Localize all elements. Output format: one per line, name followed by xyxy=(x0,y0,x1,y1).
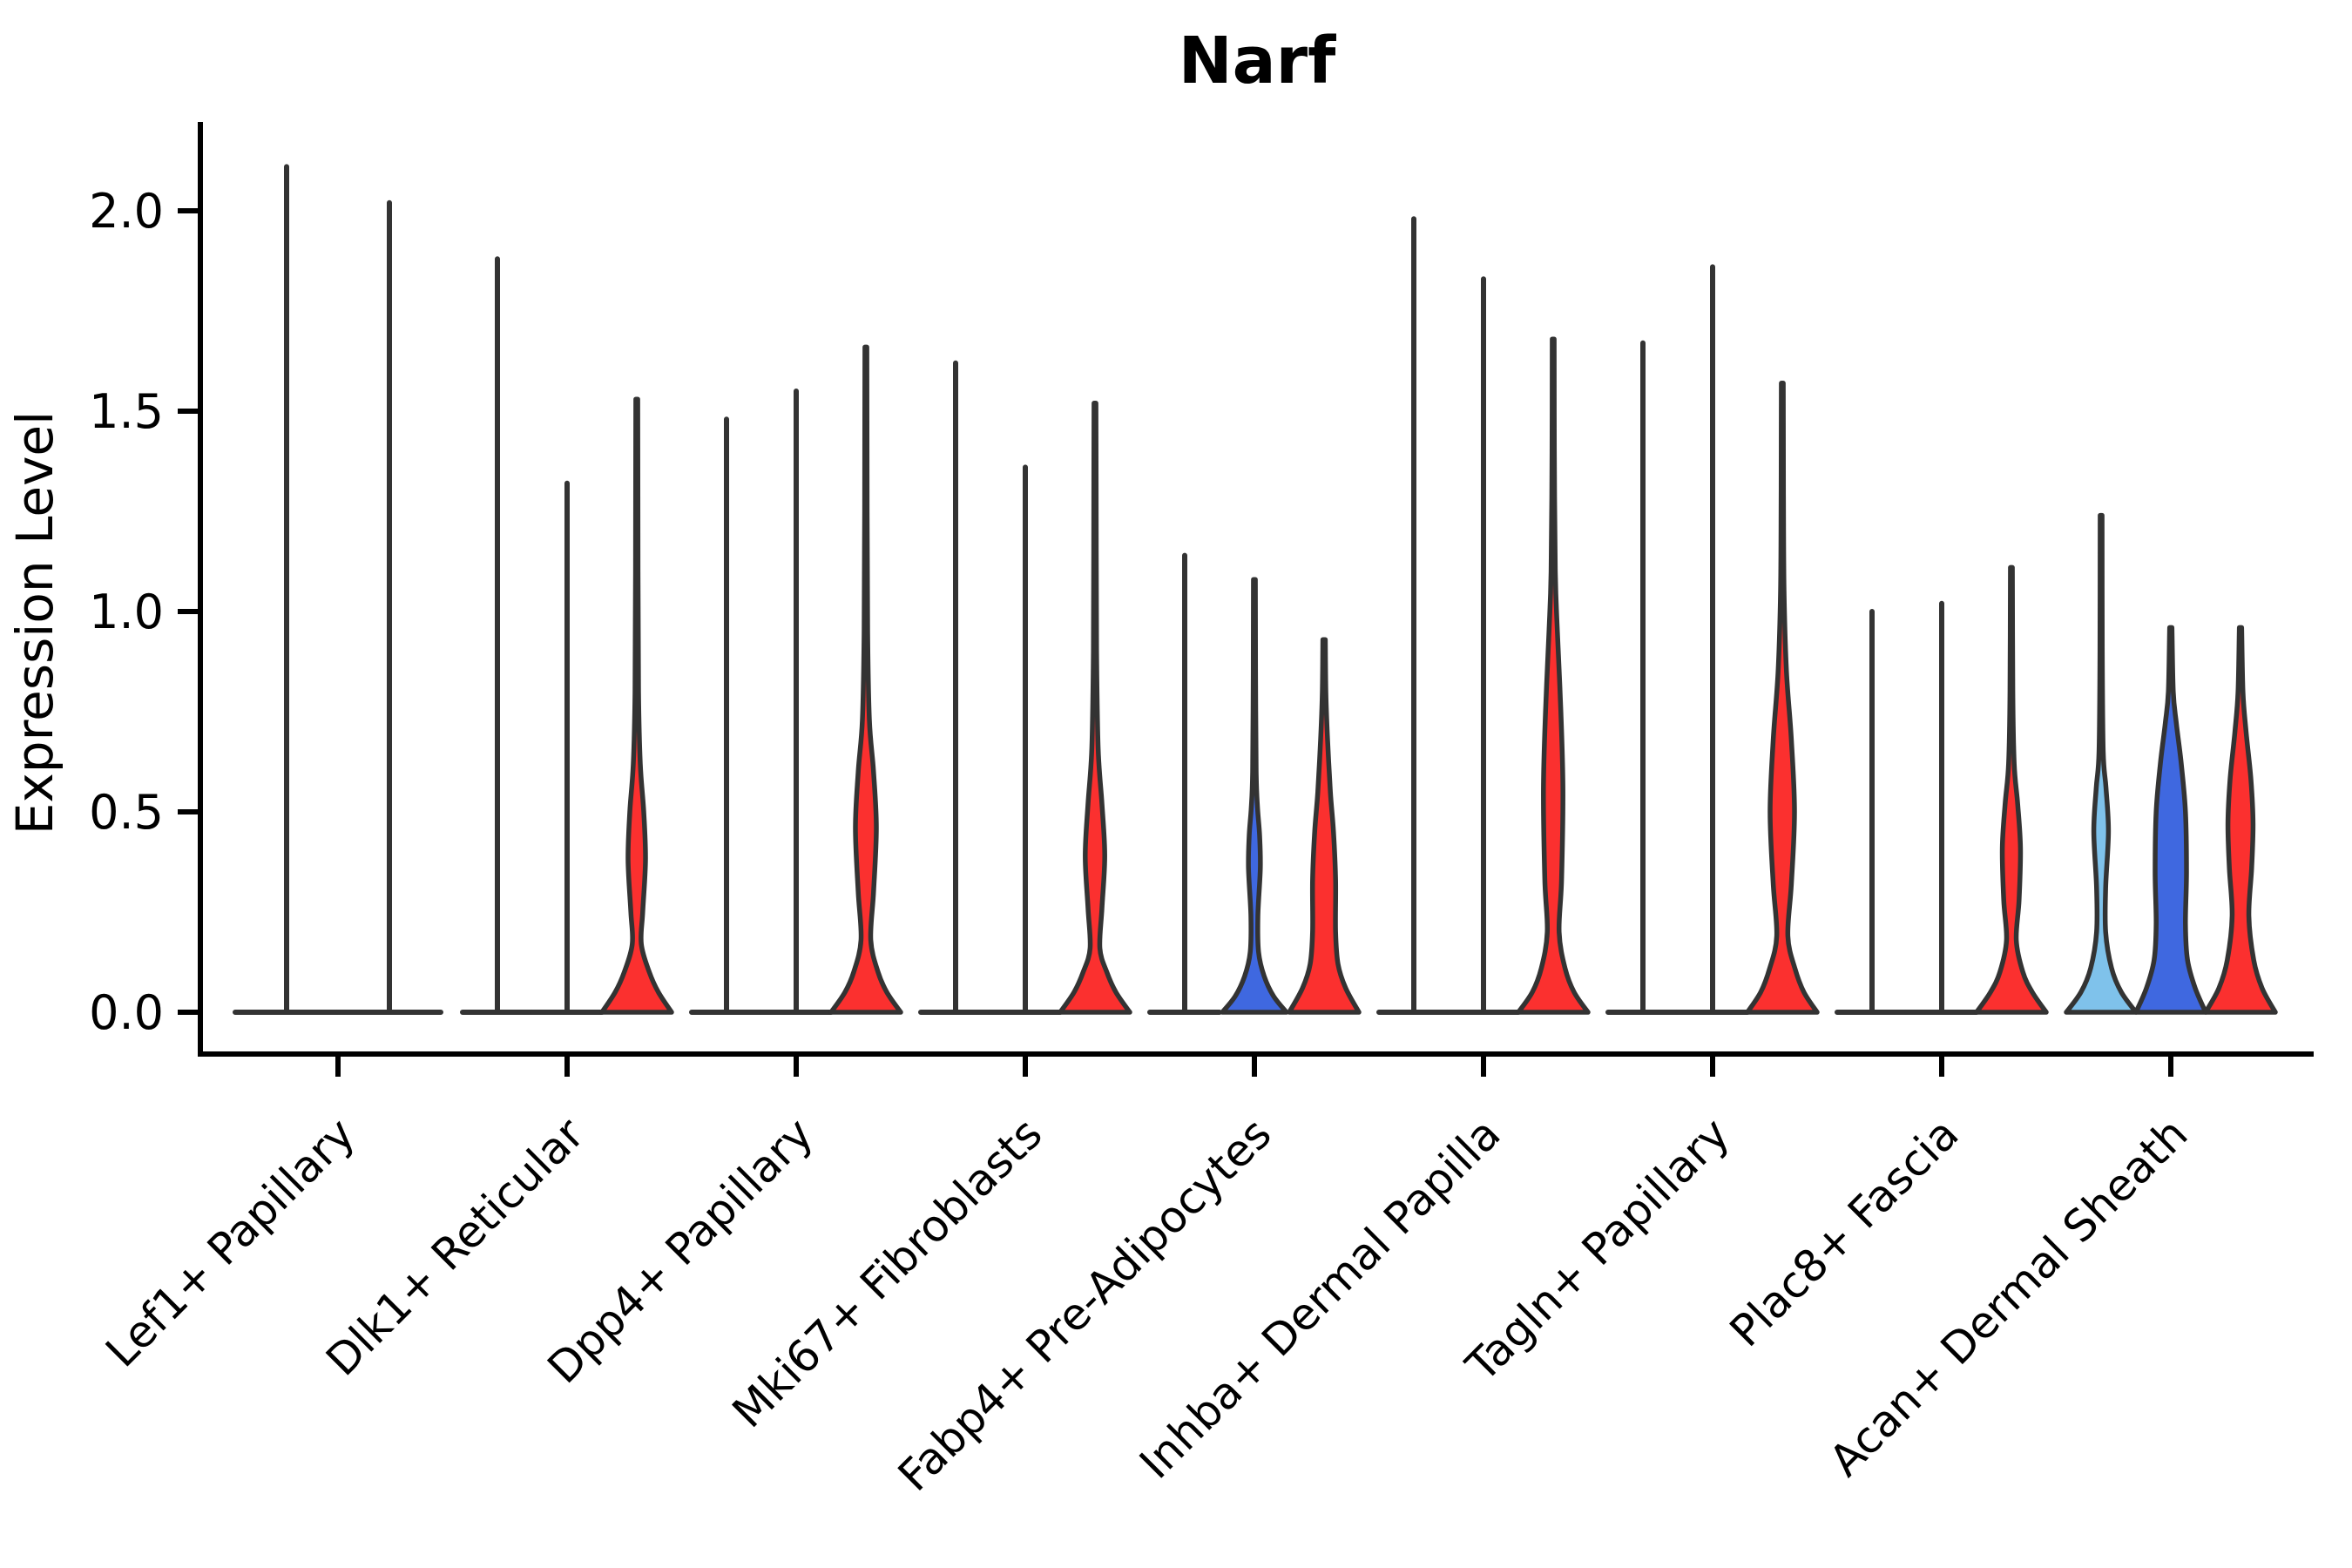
violin-inhba-dermal-papilla-1 xyxy=(1376,216,1451,1015)
violin-dlk1-reticular-3 xyxy=(599,396,674,1015)
category-group-lef1-papillary xyxy=(233,164,443,1015)
violin-lef1-papillary-1 xyxy=(233,164,341,1015)
y-tick-label: 0.0 xyxy=(89,985,164,1040)
y-axis-label: Expression Level xyxy=(5,411,64,835)
violin-plac8-fascia-2 xyxy=(1904,600,1979,1015)
violin-tagln-papillary-2 xyxy=(1675,264,1750,1015)
category-group-inhba-dermal-papilla xyxy=(1376,216,1591,1015)
violin-dlk1-reticular-2 xyxy=(530,480,605,1015)
category-group-dlk1-reticular xyxy=(460,256,674,1015)
violin-mki67-fibroblasts-2 xyxy=(988,464,1063,1015)
violin-dpp4-papillary-1 xyxy=(689,416,764,1015)
violin-mki67-fibroblasts-1 xyxy=(918,360,993,1015)
plot-title: Narf xyxy=(1179,24,1336,98)
violin-fabp4-pre-adipocytes-2 xyxy=(1220,577,1289,1015)
violin-acan-dermal-sheath-3 xyxy=(2203,625,2278,1015)
category-group-plac8-fascia xyxy=(1835,564,2049,1015)
violin-acan-dermal-sheath-2 xyxy=(2133,625,2208,1015)
violin-mki67-fibroblasts-3 xyxy=(1058,401,1132,1015)
category-group-tagln-papillary xyxy=(1605,264,1820,1015)
violin-fabp4-pre-adipocytes-1 xyxy=(1147,552,1222,1015)
violin-inhba-dermal-papilla-3 xyxy=(1516,336,1591,1015)
y-tick-label: 1.0 xyxy=(89,585,164,639)
y-tick-label: 2.0 xyxy=(89,184,164,239)
violin-tagln-papillary-1 xyxy=(1605,340,1680,1015)
violin-lef1-papillary-2 xyxy=(335,199,443,1015)
violin-tagln-papillary-3 xyxy=(1745,381,1820,1015)
violin-plac8-fascia-3 xyxy=(1974,564,2049,1015)
violin-plac8-fascia-1 xyxy=(1835,609,1909,1015)
violin-dlk1-reticular-1 xyxy=(460,256,535,1015)
y-tick-label: 1.5 xyxy=(89,384,164,439)
category-group-acan-dermal-sheath xyxy=(2064,512,2278,1015)
violin-acan-dermal-sheath-1 xyxy=(2064,512,2139,1015)
category-group-dpp4-papillary xyxy=(689,344,903,1015)
violin-dpp4-papillary-2 xyxy=(759,389,834,1015)
violin-fabp4-pre-adipocytes-3 xyxy=(1287,637,1362,1015)
category-group-mki67-fibroblasts xyxy=(918,360,1132,1015)
category-group-fabp4-pre-adipocytes xyxy=(1147,552,1362,1015)
violin-dpp4-papillary-3 xyxy=(828,344,903,1015)
violin-inhba-dermal-papilla-2 xyxy=(1446,276,1521,1015)
y-tick-label: 0.5 xyxy=(89,785,164,840)
